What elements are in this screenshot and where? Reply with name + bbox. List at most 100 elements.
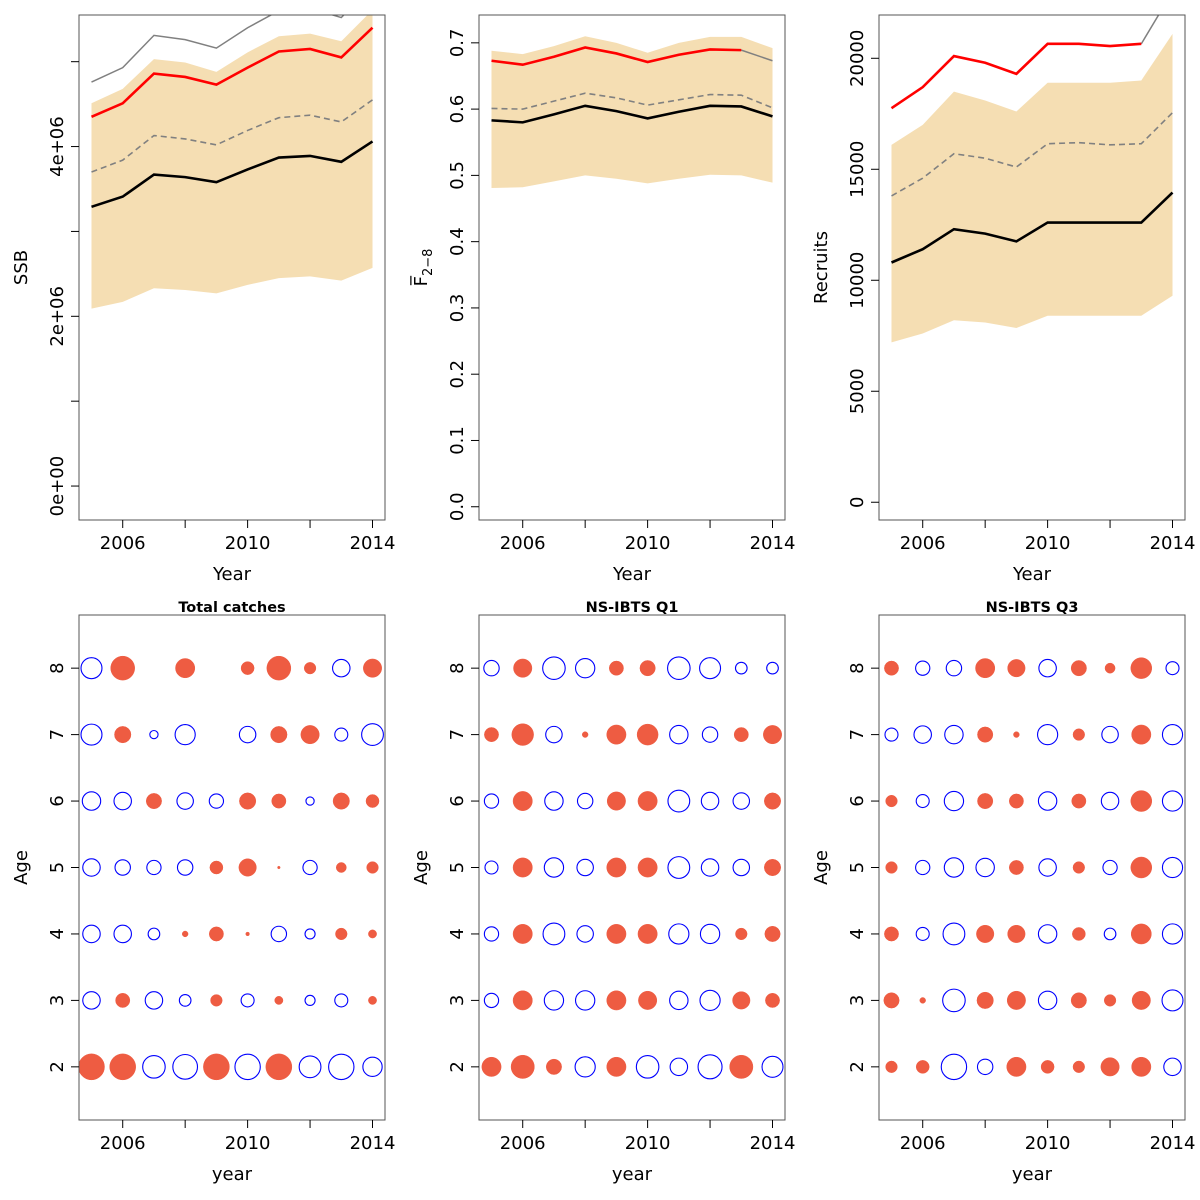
upper-red-line [890, 42, 1142, 110]
y-tick-label: 5 [447, 862, 468, 873]
x-tick-label: 2010 [1025, 533, 1071, 554]
residual-bubble [883, 992, 900, 1009]
y-tick-label: 0.0 [447, 492, 468, 521]
y-tick-label: 8 [47, 662, 68, 673]
residual-bubble [182, 930, 189, 938]
y-tick-label: 4 [847, 928, 868, 939]
residual-bubble [1038, 858, 1057, 877]
residual-bubble [885, 794, 898, 808]
residual-bubble [1161, 723, 1184, 746]
residual-bubble [483, 992, 500, 1009]
y-tick-label: 6 [447, 795, 468, 806]
residual-bubble [699, 923, 721, 945]
residual-bubble [543, 990, 565, 1011]
residual-bubble [574, 990, 596, 1011]
residual-bubble [576, 792, 594, 810]
residual-bubble [483, 659, 500, 677]
residual-bubble [545, 725, 563, 744]
residual-bubble [574, 657, 596, 679]
residual-bubble [915, 660, 931, 676]
residual-bubble [1072, 927, 1086, 941]
residual-bubble [1070, 992, 1087, 1009]
residual-bubble [913, 725, 932, 744]
residual-bubble [697, 1054, 723, 1080]
residual-bubble [976, 924, 995, 943]
residual-bubble [332, 658, 351, 678]
upper-grey-line [1140, 15, 1160, 45]
residual-bubble [542, 656, 566, 680]
residual-bubble [270, 726, 288, 744]
residual-bubble [271, 793, 287, 809]
residual-bubble [334, 993, 349, 1008]
residual-bubble [481, 1056, 502, 1077]
residual-bubble [203, 1053, 230, 1081]
residual-bubble [174, 723, 196, 746]
residual-bubble [1130, 923, 1152, 945]
y-tick-label: 5 [847, 862, 868, 873]
y-tick-label: 2 [847, 1061, 868, 1072]
residual-bubble [943, 857, 965, 878]
residual-bubble [1101, 725, 1119, 744]
residual-bubble [637, 857, 658, 878]
y-tick-label: 4 [47, 928, 68, 939]
residual-bubble [1100, 791, 1120, 811]
residual-bubble [1072, 728, 1085, 741]
residual-bubble [1006, 990, 1026, 1010]
residual-bubble [732, 792, 751, 810]
residual-bubble [669, 990, 689, 1011]
y-axis-label: F̅2−8 [410, 249, 436, 287]
x-tick-label: 2010 [1025, 1133, 1071, 1154]
residual-bubble [1013, 731, 1020, 738]
residual-bubble [885, 861, 898, 874]
y-axis-label: SSB [11, 250, 32, 285]
residual-bubble [761, 1055, 784, 1078]
residual-bubble [209, 926, 224, 942]
x-axis-label: Year [1012, 564, 1052, 585]
y-tick-label: 0 [847, 497, 868, 508]
residual-bubble [80, 657, 103, 680]
plot-area [883, 657, 1184, 1081]
mean-dashed-line [91, 99, 373, 173]
y-tick-label: 5000 [847, 368, 868, 414]
residual-bubble [733, 727, 749, 742]
plot-area [491, 36, 773, 188]
residual-bubble [368, 996, 377, 1005]
median-line [890, 191, 1174, 264]
residual-bubble [669, 1057, 689, 1077]
residual-bubble [734, 661, 748, 675]
residual-bubble [1130, 856, 1153, 879]
residual-bubble [1009, 793, 1024, 809]
residual-bubble [542, 922, 566, 946]
residual-bubble [915, 794, 930, 809]
residual-bubble [303, 662, 317, 675]
total_catches-panel: 2006 2010 2014 2 3 4 5 6 7 8 year Age Total catches [11, 600, 395, 1185]
residual-bubble [1131, 990, 1151, 1010]
residual-bubble [266, 655, 292, 681]
confidence-band [891, 33, 1173, 343]
y-tick-label: 8 [847, 662, 868, 673]
residual-bubble [82, 858, 101, 877]
residual-bubble [1161, 790, 1184, 812]
residual-bubble [335, 927, 348, 941]
y-tick-label: 10000 [847, 252, 868, 309]
residual-bubble [637, 791, 658, 811]
residual-bubble [1130, 790, 1153, 812]
y-axis-label: Age [11, 850, 32, 885]
x-tick-label: 2010 [625, 533, 671, 554]
y-tick-label: 5 [47, 862, 68, 873]
y-axis-label: Age [811, 850, 832, 885]
plot-frame [78, 14, 386, 521]
upper-grey-line [741, 49, 773, 62]
residual-bubble [1006, 1056, 1027, 1077]
residual-bubble [277, 865, 281, 870]
residual-bubble [368, 929, 377, 939]
residual-bubble [1130, 657, 1153, 679]
residual-bubble [884, 926, 899, 942]
residual-bubble [1007, 659, 1026, 678]
residual-bubble [1009, 860, 1024, 875]
residual-bubble [298, 1055, 322, 1079]
residual-bubble [513, 658, 533, 678]
residual-bubble [943, 790, 965, 812]
residual-bubble [239, 792, 257, 810]
